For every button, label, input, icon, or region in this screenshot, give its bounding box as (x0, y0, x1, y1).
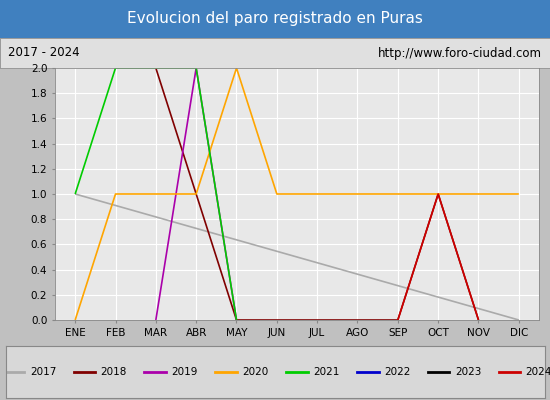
Text: http://www.foro-ciudad.com: http://www.foro-ciudad.com (378, 46, 542, 60)
Text: 2022: 2022 (384, 367, 410, 377)
Text: 2017: 2017 (30, 367, 56, 377)
Text: 2021: 2021 (313, 367, 339, 377)
Text: Evolucion del paro registrado en Puras: Evolucion del paro registrado en Puras (127, 12, 423, 26)
Text: 2019: 2019 (172, 367, 198, 377)
Text: 2020: 2020 (242, 367, 268, 377)
Text: 2024: 2024 (526, 367, 550, 377)
Text: 2023: 2023 (455, 367, 481, 377)
Text: 2018: 2018 (101, 367, 127, 377)
Text: 2017 - 2024: 2017 - 2024 (8, 46, 80, 60)
